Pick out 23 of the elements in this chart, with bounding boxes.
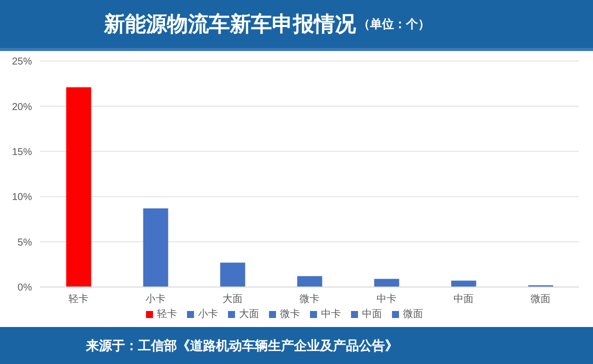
x-tick-label: 微卡 (300, 293, 320, 306)
y-tick-label: 5% (18, 237, 32, 248)
legend-label: 微卡 (280, 309, 300, 320)
y-tick-label: 0% (18, 282, 32, 294)
x-tick-label: 大面 (222, 293, 242, 306)
x-tick-label: 中面 (454, 293, 474, 306)
y-tick-label: 20% (12, 102, 32, 113)
x-tick-label: 微面 (530, 294, 550, 306)
legend-label: 大面 (239, 309, 259, 320)
chart-title: 新能源物流车新车申报情况 (104, 12, 356, 38)
x-tick-label: 小卡 (146, 293, 166, 306)
legend-label: 中面 (362, 309, 382, 320)
y-tick-label: 25% (12, 56, 32, 68)
text: 来源于：工信部《道路机动车辆生产企业及产品公告》 (86, 336, 398, 354)
legend-label: 小卡 (198, 309, 218, 320)
chart-subtitle: （单位：个） (358, 16, 430, 32)
y-tick-label: 10% (12, 192, 32, 204)
y-tick-label: 15% (12, 146, 32, 158)
legend-label: 轻卡 (157, 309, 177, 320)
legend-label: 微面 (403, 309, 423, 320)
x-tick-label: 中卡 (376, 293, 396, 306)
legend-label: 中卡 (321, 309, 341, 320)
x-tick-label: 轻卡 (68, 293, 88, 306)
